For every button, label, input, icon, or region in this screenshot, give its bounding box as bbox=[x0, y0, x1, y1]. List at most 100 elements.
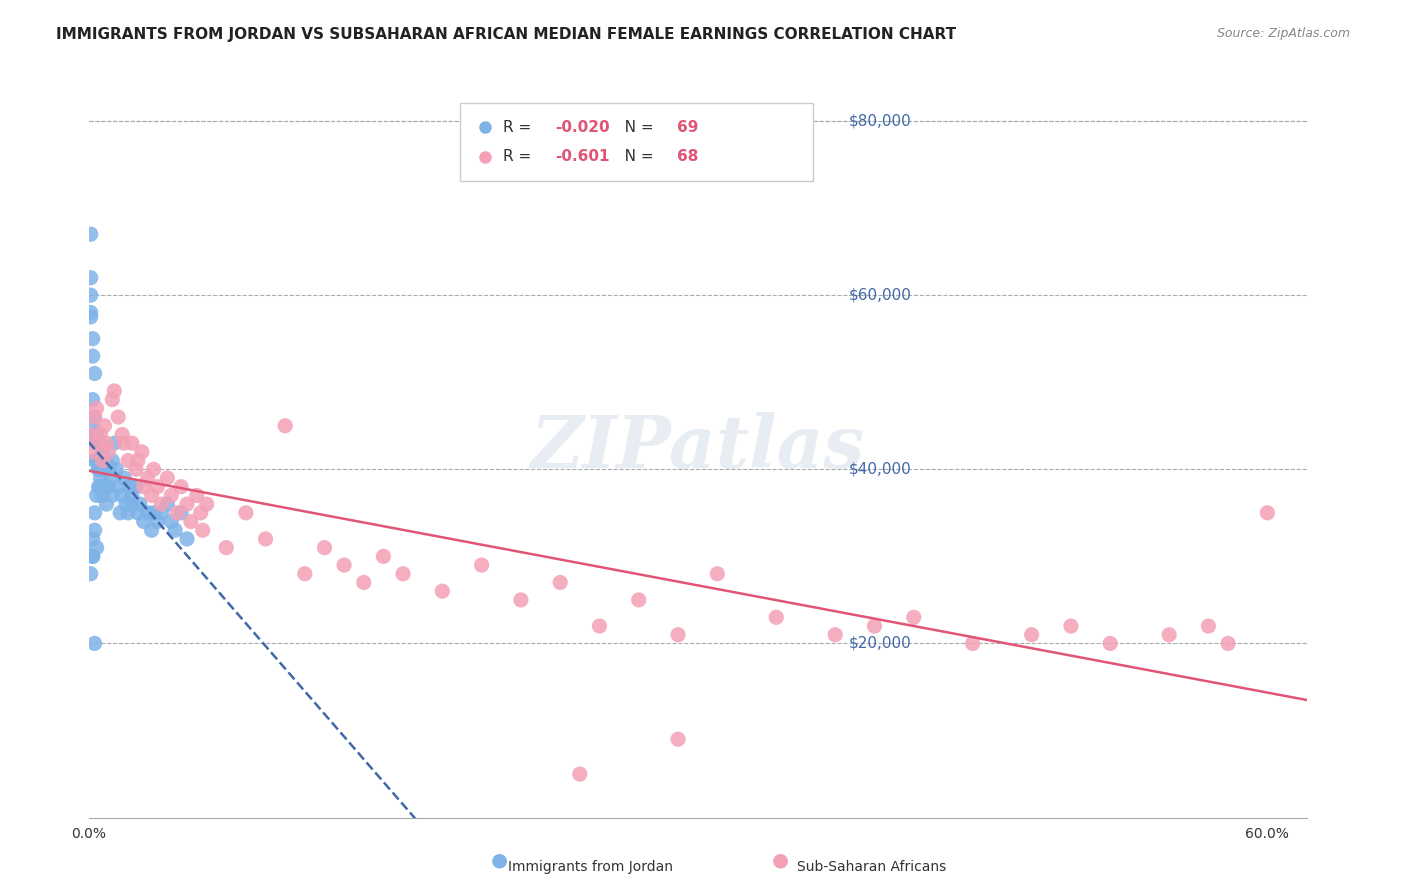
Immigrants from Jordan bbox=[96, 453, 118, 467]
Sub-Saharan Africans bbox=[195, 497, 218, 511]
Text: R =: R = bbox=[503, 149, 536, 164]
FancyBboxPatch shape bbox=[460, 103, 814, 181]
Sub-Saharan Africans bbox=[191, 523, 214, 537]
Immigrants from Jordan bbox=[125, 480, 148, 494]
Immigrants from Jordan bbox=[98, 471, 121, 485]
Sub-Saharan Africans bbox=[1256, 506, 1278, 520]
Sub-Saharan Africans bbox=[824, 628, 846, 642]
Sub-Saharan Africans bbox=[1021, 628, 1043, 642]
Sub-Saharan Africans bbox=[131, 445, 153, 459]
Sub-Saharan Africans bbox=[509, 593, 531, 607]
Immigrants from Jordan bbox=[82, 549, 104, 564]
Sub-Saharan Africans bbox=[215, 541, 238, 555]
Sub-Saharan Africans bbox=[568, 767, 591, 781]
Text: ZIPatlas: ZIPatlas bbox=[530, 412, 865, 483]
Immigrants from Jordan bbox=[101, 453, 124, 467]
Immigrants from Jordan bbox=[86, 436, 108, 450]
Immigrants from Jordan bbox=[108, 506, 131, 520]
Immigrants from Jordan bbox=[80, 288, 103, 302]
Sub-Saharan Africans bbox=[314, 541, 336, 555]
Immigrants from Jordan bbox=[121, 488, 143, 502]
Sub-Saharan Africans bbox=[666, 732, 689, 747]
Sub-Saharan Africans bbox=[1216, 636, 1239, 650]
Sub-Saharan Africans bbox=[89, 427, 111, 442]
Text: N =: N = bbox=[610, 149, 658, 164]
Immigrants from Jordan bbox=[127, 506, 149, 520]
Immigrants from Jordan bbox=[89, 436, 111, 450]
Immigrants from Jordan bbox=[82, 532, 104, 546]
Immigrants from Jordan bbox=[89, 453, 111, 467]
Immigrants from Jordan bbox=[176, 532, 198, 546]
Immigrants from Jordan bbox=[156, 497, 179, 511]
Immigrants from Jordan bbox=[83, 410, 105, 425]
Text: -0.601: -0.601 bbox=[555, 149, 610, 164]
Text: -0.020: -0.020 bbox=[555, 120, 610, 135]
Sub-Saharan Africans bbox=[176, 497, 198, 511]
Immigrants from Jordan bbox=[83, 506, 105, 520]
Sub-Saharan Africans bbox=[333, 558, 356, 572]
Immigrants from Jordan bbox=[82, 349, 104, 363]
Immigrants from Jordan bbox=[97, 480, 120, 494]
Sub-Saharan Africans bbox=[91, 453, 114, 467]
Immigrants from Jordan bbox=[82, 549, 104, 564]
Immigrants from Jordan bbox=[87, 436, 110, 450]
Text: $60,000: $60,000 bbox=[849, 287, 911, 302]
Immigrants from Jordan bbox=[93, 480, 115, 494]
Sub-Saharan Africans bbox=[903, 610, 925, 624]
Sub-Saharan Africans bbox=[107, 410, 129, 425]
Text: ●: ● bbox=[772, 851, 789, 870]
Immigrants from Jordan bbox=[107, 480, 129, 494]
Sub-Saharan Africans bbox=[83, 410, 105, 425]
Sub-Saharan Africans bbox=[112, 436, 135, 450]
Immigrants from Jordan bbox=[83, 636, 105, 650]
Immigrants from Jordan bbox=[83, 523, 105, 537]
Immigrants from Jordan bbox=[86, 453, 108, 467]
Text: ●: ● bbox=[491, 851, 508, 870]
Immigrants from Jordan bbox=[82, 332, 104, 346]
Sub-Saharan Africans bbox=[166, 506, 188, 520]
Sub-Saharan Africans bbox=[160, 488, 183, 502]
Immigrants from Jordan bbox=[112, 471, 135, 485]
Sub-Saharan Africans bbox=[254, 532, 277, 546]
Immigrants from Jordan bbox=[142, 506, 165, 520]
Text: $80,000: $80,000 bbox=[849, 113, 911, 128]
Immigrants from Jordan bbox=[82, 392, 104, 407]
Sub-Saharan Africans bbox=[101, 392, 124, 407]
Immigrants from Jordan bbox=[89, 480, 111, 494]
Text: Source: ZipAtlas.com: Source: ZipAtlas.com bbox=[1216, 27, 1350, 40]
Sub-Saharan Africans bbox=[87, 436, 110, 450]
Immigrants from Jordan bbox=[91, 445, 114, 459]
Sub-Saharan Africans bbox=[373, 549, 395, 564]
Sub-Saharan Africans bbox=[136, 471, 159, 485]
Text: IMMIGRANTS FROM JORDAN VS SUBSAHARAN AFRICAN MEDIAN FEMALE EARNINGS CORRELATION : IMMIGRANTS FROM JORDAN VS SUBSAHARAN AFR… bbox=[56, 27, 956, 42]
Sub-Saharan Africans bbox=[627, 593, 650, 607]
Sub-Saharan Africans bbox=[117, 453, 139, 467]
Sub-Saharan Africans bbox=[132, 480, 155, 494]
Sub-Saharan Africans bbox=[127, 453, 149, 467]
Sub-Saharan Africans bbox=[80, 427, 103, 442]
Immigrants from Jordan bbox=[160, 515, 183, 529]
Sub-Saharan Africans bbox=[548, 575, 571, 590]
Sub-Saharan Africans bbox=[1197, 619, 1219, 633]
Immigrants from Jordan bbox=[86, 427, 108, 442]
Sub-Saharan Africans bbox=[142, 462, 165, 476]
Immigrants from Jordan bbox=[111, 488, 134, 502]
Text: R =: R = bbox=[503, 120, 536, 135]
Sub-Saharan Africans bbox=[765, 610, 787, 624]
Immigrants from Jordan bbox=[80, 566, 103, 581]
Text: 68: 68 bbox=[676, 149, 699, 164]
Sub-Saharan Africans bbox=[93, 418, 115, 433]
Immigrants from Jordan bbox=[86, 541, 108, 555]
Immigrants from Jordan bbox=[87, 462, 110, 476]
Immigrants from Jordan bbox=[105, 462, 128, 476]
Sub-Saharan Africans bbox=[180, 515, 202, 529]
Immigrants from Jordan bbox=[82, 418, 104, 433]
Immigrants from Jordan bbox=[83, 453, 105, 467]
Immigrants from Jordan bbox=[117, 506, 139, 520]
Sub-Saharan Africans bbox=[141, 488, 163, 502]
Immigrants from Jordan bbox=[103, 436, 125, 450]
Immigrants from Jordan bbox=[80, 227, 103, 242]
Immigrants from Jordan bbox=[136, 506, 159, 520]
Sub-Saharan Africans bbox=[1099, 636, 1122, 650]
Sub-Saharan Africans bbox=[186, 488, 208, 502]
